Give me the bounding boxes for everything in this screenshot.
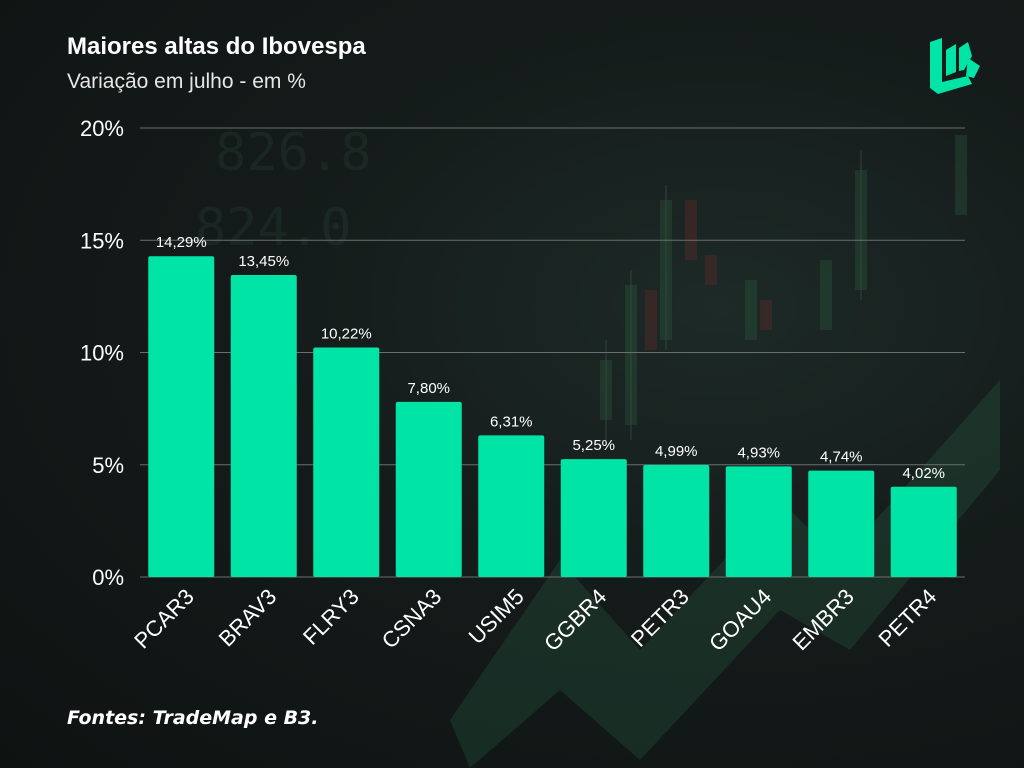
- brand-logo-icon: [930, 38, 980, 94]
- x-tick-label: PCAR3: [129, 584, 199, 654]
- data-label: 14,29%: [156, 234, 207, 251]
- y-tick-label: 15%: [80, 228, 124, 253]
- x-tick-label: CSNA3: [377, 584, 447, 654]
- data-label: 4,93%: [737, 444, 780, 461]
- data-label: 4,99%: [655, 443, 698, 460]
- x-tick-label: PETR4: [873, 584, 941, 652]
- bar: [725, 466, 792, 577]
- x-tick-label: GOAU4: [704, 584, 776, 656]
- data-label: 10,22%: [321, 326, 372, 343]
- x-tick-label: EMBR3: [788, 584, 859, 655]
- y-tick-label: 10%: [80, 341, 124, 366]
- bar: [313, 347, 380, 577]
- bar: [890, 486, 957, 577]
- y-tick-label: 20%: [80, 116, 124, 141]
- x-tick-label: FLRY3: [298, 584, 364, 650]
- x-tick-label: USIM5: [464, 584, 529, 649]
- x-tick-label: GGBR4: [539, 584, 611, 656]
- data-label: 7,80%: [407, 380, 450, 397]
- data-label: 4,02%: [902, 465, 945, 482]
- bar: [148, 256, 215, 577]
- bar: [643, 464, 710, 577]
- bar: [808, 470, 875, 577]
- x-tick-label: PETR3: [626, 584, 694, 652]
- y-tick-label: 0%: [92, 565, 124, 590]
- bar: [230, 275, 297, 577]
- x-tick-label: BRAV3: [214, 584, 282, 652]
- data-label: 4,74%: [820, 449, 863, 466]
- svg-text:826.8: 826.8: [215, 123, 372, 183]
- chart-subtitle: Variação em julho - em %: [67, 70, 306, 93]
- source-note: Fontes: TradeMap e B3.: [67, 707, 319, 729]
- data-label: 6,31%: [490, 413, 533, 430]
- bar: [395, 401, 462, 577]
- data-label: 13,45%: [238, 253, 289, 270]
- bar: [560, 459, 627, 577]
- data-label: 5,25%: [572, 437, 615, 454]
- chart-title: Maiores altas do Ibovespa: [67, 33, 366, 60]
- bar: [478, 435, 545, 577]
- y-tick-label: 5%: [92, 453, 124, 478]
- svg-text:824.0: 824.0: [195, 198, 352, 258]
